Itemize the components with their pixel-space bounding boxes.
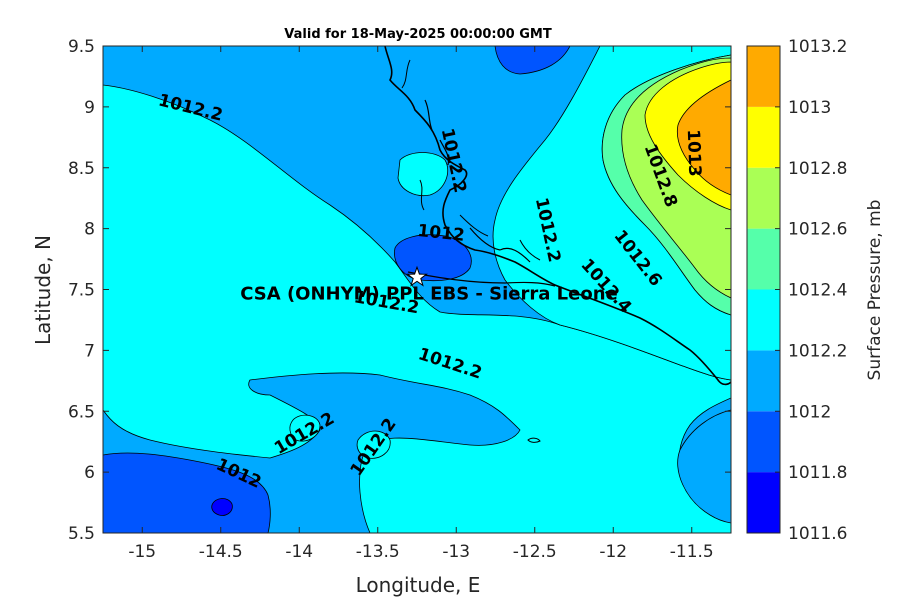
x-tick-label: -12.5 [513,542,557,562]
band-1011-8-top [494,46,571,75]
colorbar-tick-label: 1011.6 [788,524,847,544]
x-axis: -15 -14.5 -14 -13.5 -13 -12.5 -12 -11.5 [128,46,714,562]
x-tick-label: -14.5 [199,542,243,562]
x-tick-label: -11.5 [670,542,714,562]
y-axis: 5.5 6 6.5 7 7.5 8 8.5 9 9.5 [68,37,731,544]
band-1011-6-sw [211,498,233,516]
y-tick-label: 7.5 [68,281,95,301]
band-1012-2-blob [397,152,449,197]
y-tick-label: 8.5 [68,159,95,179]
colorbar: 1011.6 1011.8 1012 1012.2 1012.4 1012.6 1012.8… [746,37,847,544]
colorbar-tick-label: 1012.4 [788,281,847,301]
x-axis-label: Longitude, E [356,573,481,597]
coastline [384,46,731,386]
colorbar-swatch [747,350,780,412]
y-axis-label: Latitude, N [31,235,55,345]
colorbar-swatch [747,167,780,229]
band-1012-2-dot-a [289,414,321,442]
x-tick-label: -12 [599,542,627,562]
y-tick-label: 9 [84,98,95,118]
colorbar-tick-label: 1012 [788,402,831,422]
colorbar-swatch [747,46,780,107]
colorbar-tick-label: 1012.2 [788,341,847,361]
chart-title: Valid for 18-May-2025 00:00:00 GMT [284,27,552,42]
colorbar-tick-label: 1011.8 [788,463,847,483]
band-1013 [676,79,731,196]
x-tick-label: -13 [442,542,470,562]
colorbar-swatch [747,228,780,290]
contour-map [103,46,731,533]
station-star-icon [406,265,428,287]
colorbar-tick-label: 1013 [788,98,831,118]
x-tick-label: -15 [128,542,156,562]
island [527,437,541,443]
x-tick-label: -14 [285,542,313,562]
band-1012-se [677,409,731,524]
y-tick-label: 6 [84,463,95,483]
station-label: CSA (ONHYM) PPL EBS - Sierra Leone [240,283,617,304]
colorbar-swatch [747,106,780,168]
colorbar-tick-label: 1013.2 [788,37,847,57]
colorbar-swatch [747,289,780,351]
contour-label: 1012 [416,221,465,246]
colorbar-label: Surface Pressure, mb [865,200,885,381]
y-tick-label: 7 [84,341,95,361]
y-tick-label: 8 [84,220,95,240]
coastline-rivers [401,59,541,261]
colorbar-tick-label: 1012.8 [788,159,847,179]
band-1012-2-dot-b [356,430,391,459]
band-1011-8-center [394,234,472,282]
contour-label: 1013 [683,129,705,177]
y-tick-label: 5.5 [68,524,95,544]
colorbar-swatch [747,472,780,533]
y-tick-label: 9.5 [68,37,95,57]
station: CSA (ONHYM) PPL EBS - Sierra Leone [240,265,618,304]
coastline-estuary [407,99,556,287]
colorbar-swatch [747,411,780,473]
colorbar-tick-label: 1012.6 [788,220,847,240]
x-tick-label: -13.5 [356,542,400,562]
y-tick-label: 6.5 [68,402,95,422]
